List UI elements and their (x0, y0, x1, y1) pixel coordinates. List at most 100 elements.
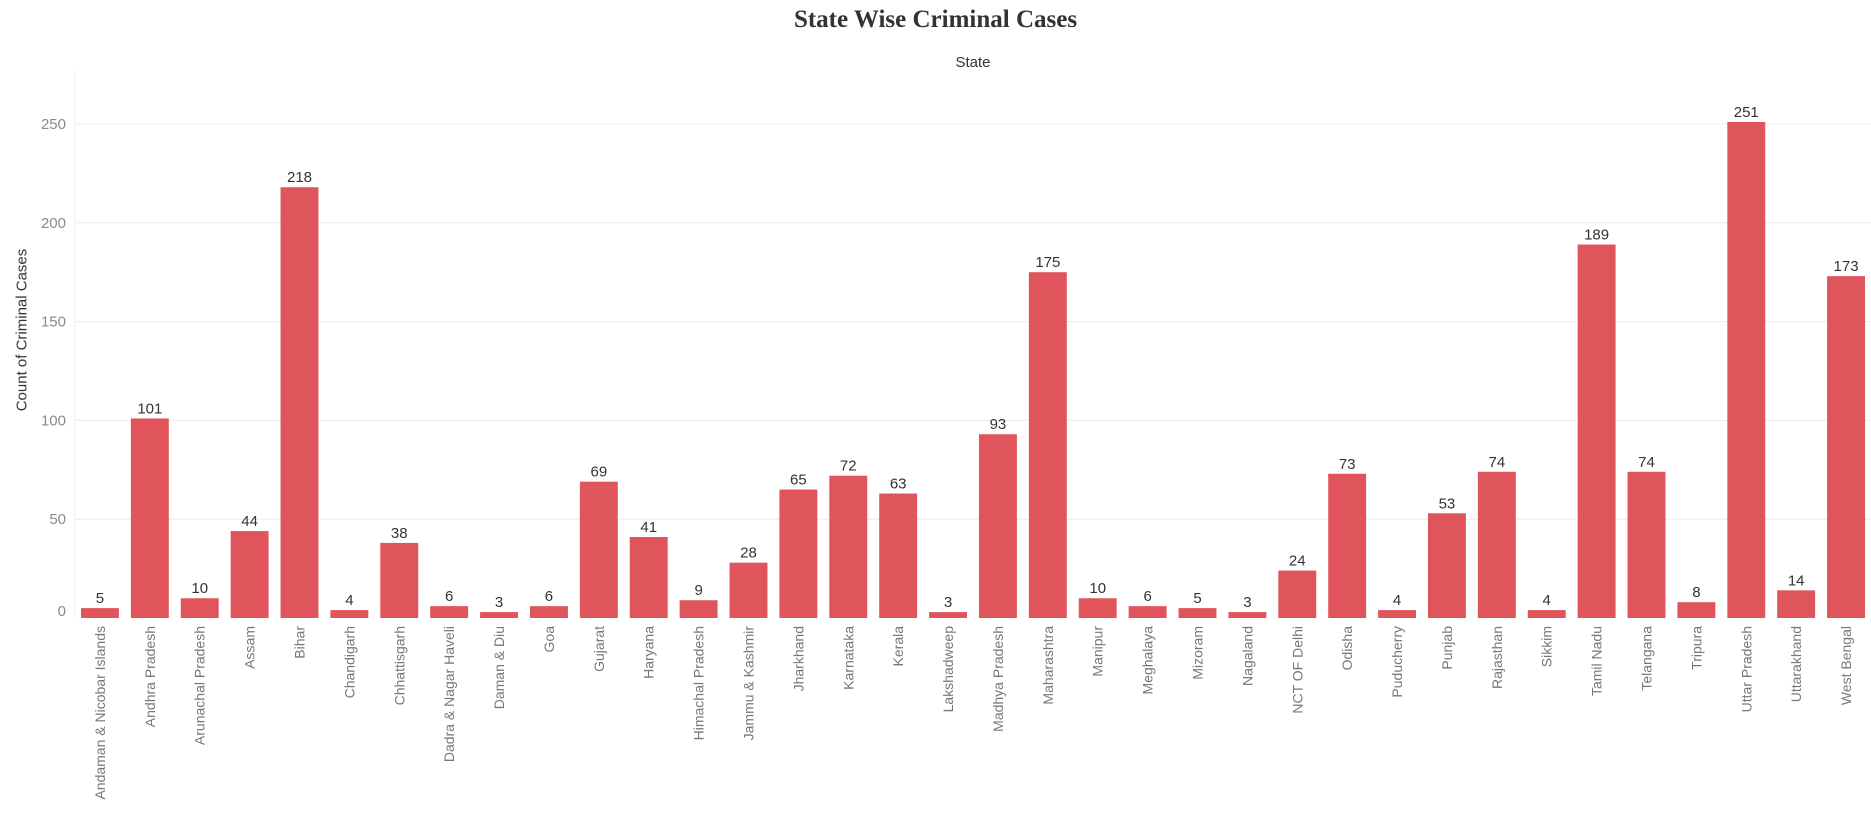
data-label: 8 (1692, 584, 1700, 601)
bar[interactable] (629, 536, 668, 618)
data-label: 3 (1243, 594, 1251, 611)
data-label: 28 (740, 545, 757, 562)
category-label: Jharkhand (790, 626, 806, 691)
bar[interactable] (330, 610, 369, 618)
category-label: Daman & Diu (491, 626, 507, 709)
data-label: 5 (96, 590, 104, 607)
data-label: 3 (495, 594, 503, 611)
bar[interactable] (1078, 598, 1117, 618)
y-tick-label: 0 (58, 603, 66, 620)
bar[interactable] (1278, 570, 1317, 618)
bar[interactable] (1627, 471, 1666, 618)
bar[interactable] (829, 475, 868, 618)
category-label: Jammu & Kashmir (741, 626, 757, 741)
category-label: Goa (541, 626, 557, 653)
category-label: Telangana (1639, 626, 1655, 691)
category-label: Tamil Nadu (1589, 626, 1605, 696)
data-label: 9 (694, 582, 702, 599)
bar[interactable] (929, 612, 968, 618)
bar[interactable] (1328, 473, 1367, 618)
data-label: 4 (1393, 592, 1401, 609)
data-label: 74 (1488, 454, 1505, 471)
data-label: 73 (1339, 456, 1356, 473)
data-label: 38 (391, 525, 408, 542)
data-label: 69 (590, 464, 607, 481)
category-label: Andhra Pradesh (142, 626, 158, 727)
bar[interactable] (230, 531, 269, 618)
bar[interactable] (1827, 276, 1866, 618)
bar[interactable] (480, 612, 519, 618)
category-label: Karnataka (840, 626, 856, 690)
data-label: 10 (191, 580, 208, 597)
data-label: 41 (640, 519, 657, 536)
bar[interactable] (1677, 602, 1716, 618)
category-label: Gujarat (591, 626, 607, 672)
category-label: Uttarakhand (1788, 626, 1804, 702)
category-label: Assam (242, 626, 258, 669)
bar[interactable] (1178, 608, 1217, 618)
data-label: 14 (1788, 572, 1805, 589)
data-label: 6 (445, 588, 453, 605)
bar[interactable] (1527, 610, 1566, 618)
category-label: Meghalaya (1140, 626, 1156, 695)
category-label: Tripura (1688, 626, 1704, 670)
bar[interactable] (130, 418, 169, 618)
y-tick-label: 50 (49, 511, 66, 528)
bar[interactable] (579, 481, 618, 618)
data-label: 3 (944, 594, 952, 611)
y-tick-label: 100 (41, 412, 66, 429)
data-label: 251 (1734, 104, 1759, 121)
category-label: Uttar Pradesh (1738, 626, 1754, 712)
bar[interactable] (729, 562, 768, 618)
category-label: Kerala (890, 626, 906, 667)
bar[interactable] (1028, 272, 1067, 618)
data-label: 65 (790, 472, 807, 489)
bar[interactable] (1477, 471, 1516, 618)
category-label: NCT OF Delhi (1289, 626, 1305, 714)
bar[interactable] (978, 434, 1017, 618)
data-label: 72 (840, 458, 857, 475)
data-label: 173 (1834, 258, 1859, 275)
bar[interactable] (779, 489, 818, 618)
data-label: 218 (287, 169, 312, 186)
data-label: 93 (990, 416, 1007, 433)
category-label: Dadra & Nagar Haveli (441, 626, 457, 762)
category-label: Chhattisgarh (391, 626, 407, 705)
data-label: 74 (1638, 454, 1655, 471)
category-label: Madhya Pradesh (990, 626, 1006, 732)
bar[interactable] (879, 493, 918, 618)
bar[interactable] (180, 598, 219, 618)
data-label: 44 (241, 513, 258, 530)
bar[interactable] (1378, 610, 1417, 618)
bar[interactable] (1577, 244, 1616, 618)
column-header: State (955, 54, 991, 71)
bar[interactable] (380, 542, 419, 618)
category-label: Arunachal Pradesh (192, 626, 208, 745)
data-label: 175 (1035, 254, 1060, 271)
chart-title: State Wise Criminal Cases (793, 6, 1078, 33)
data-label: 6 (1143, 588, 1151, 605)
bar[interactable] (529, 606, 568, 618)
bar[interactable] (1228, 612, 1267, 618)
bar[interactable] (679, 600, 718, 618)
data-label: 24 (1289, 553, 1306, 570)
bar[interactable] (80, 608, 119, 618)
bar[interactable] (1727, 122, 1766, 619)
category-label: Mizoram (1190, 626, 1206, 680)
y-axis: 0 50 100 150 200 250 (41, 70, 76, 620)
bar[interactable] (1427, 513, 1466, 618)
category-label: Andaman & Nicobar Islands (92, 626, 108, 800)
data-label: 6 (545, 588, 553, 605)
data-label: 63 (890, 476, 907, 493)
bar[interactable] (430, 606, 469, 618)
category-label: Himachal Pradesh (691, 626, 707, 740)
category-label: Rajasthan (1489, 626, 1505, 689)
category-labels: Andaman & Nicobar Islands Andhra Pradesh A… (92, 626, 1854, 800)
data-label: 101 (137, 400, 162, 417)
bar[interactable] (1777, 590, 1816, 618)
category-label: Haryana (641, 626, 657, 679)
bar[interactable] (1128, 606, 1167, 618)
bar[interactable] (280, 187, 319, 618)
